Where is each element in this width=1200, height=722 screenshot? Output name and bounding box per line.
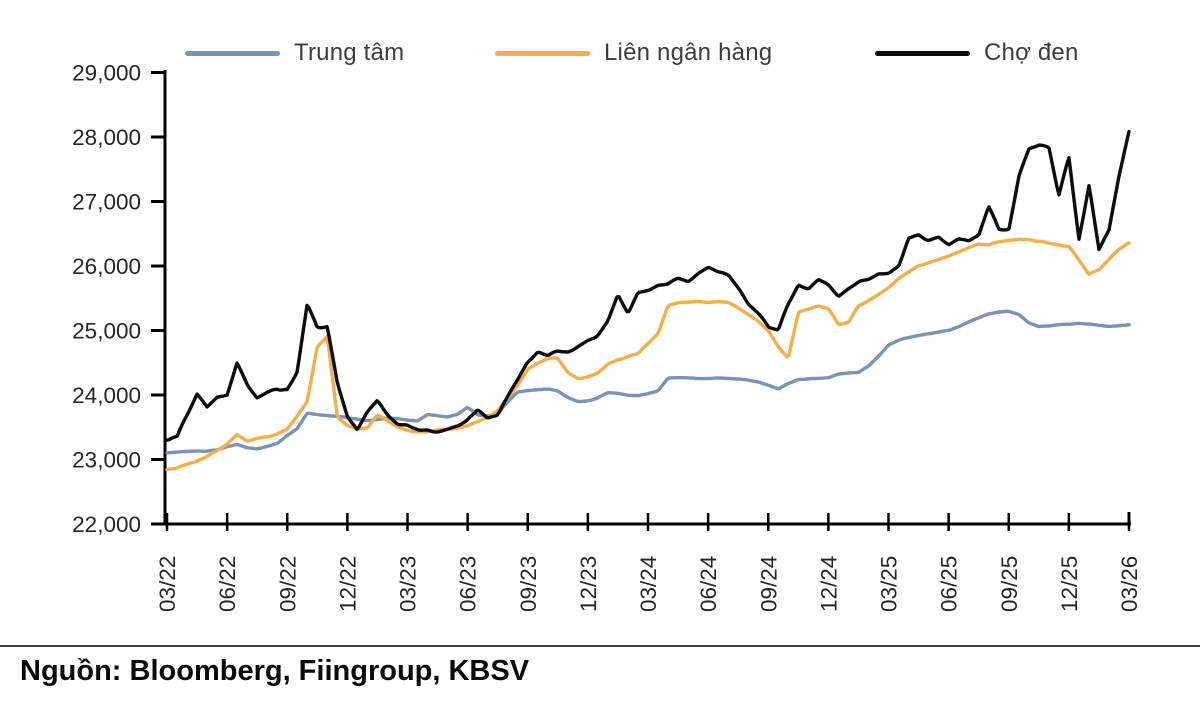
footer-divider <box>0 645 1200 647</box>
series-line-lien-ngan-hang <box>165 237 1131 472</box>
x-axis-tick-label: 06/24 <box>696 556 721 612</box>
y-axis-tick-label: 26,000 <box>72 254 141 279</box>
series-line-trung-tam <box>165 309 1131 455</box>
x-axis-tick-label: 12/25 <box>1057 556 1082 612</box>
x-axis-tick-label: 03/25 <box>877 556 902 612</box>
legend-swatch-cho-den <box>875 50 970 56</box>
legend-label-cho-den: Chợ đen <box>984 39 1079 66</box>
x-axis-tick-label: 06/22 <box>215 556 240 612</box>
legend-item-cho-den: Chợ đen <box>875 36 1079 70</box>
source-text: Nguồn: Bloomberg, Fiingroup, KBSV <box>20 655 530 687</box>
legend-item-lien-ngan-hang: Liên ngân hàng <box>495 36 772 70</box>
x-axis-tick-label: 03/22 <box>155 556 180 612</box>
legend-swatch-trung-tam <box>185 50 280 56</box>
x-axis-tick-label: 06/25 <box>937 556 962 612</box>
y-axis-tick-label: 25,000 <box>72 319 141 344</box>
chart-legend: Trung tâm Liên ngân hàng Chợ đen <box>0 0 1200 70</box>
x-axis-tick-label: 12/24 <box>816 556 841 612</box>
y-axis-tick-label: 23,000 <box>72 448 141 473</box>
y-axis-tick-label: 22,000 <box>72 512 141 537</box>
legend-label-lien-ngan-hang: Liên ngân hàng <box>604 39 773 66</box>
legend-item-trung-tam: Trung tâm <box>185 36 404 70</box>
x-axis-tick-label: 09/25 <box>997 556 1022 612</box>
y-axis-tick-label: 24,000 <box>72 383 141 408</box>
x-axis-tick-label: 09/23 <box>516 556 541 612</box>
x-axis-tick-label: 06/23 <box>456 556 481 612</box>
x-axis-tick-label: 03/24 <box>636 556 661 612</box>
series-line-cho-den <box>165 129 1131 442</box>
x-axis-tick-label: 03/26 <box>1117 556 1142 612</box>
legend-swatch-lien-ngan-hang <box>495 50 590 56</box>
exchange-rate-chart: 22,000 23,000 24,000 25,000 26,000 27,000 28,0… <box>72 61 1142 613</box>
y-axis-tick-label: 29,000 <box>72 61 141 86</box>
y-axis-tick-label: 28,000 <box>72 125 141 150</box>
x-axis-tick-label: 12/23 <box>576 556 601 612</box>
x-axis-tick-label: 09/24 <box>756 556 781 612</box>
x-axis-tick-label: 12/22 <box>335 556 360 612</box>
axis-lines <box>163 70 1131 526</box>
y-axis-tick-label: 27,000 <box>72 190 141 215</box>
x-axis-tick-label: 09/22 <box>275 556 300 612</box>
x-axis-tick-label: 03/23 <box>396 556 421 612</box>
legend-label-trung-tam: Trung tâm <box>294 39 405 66</box>
